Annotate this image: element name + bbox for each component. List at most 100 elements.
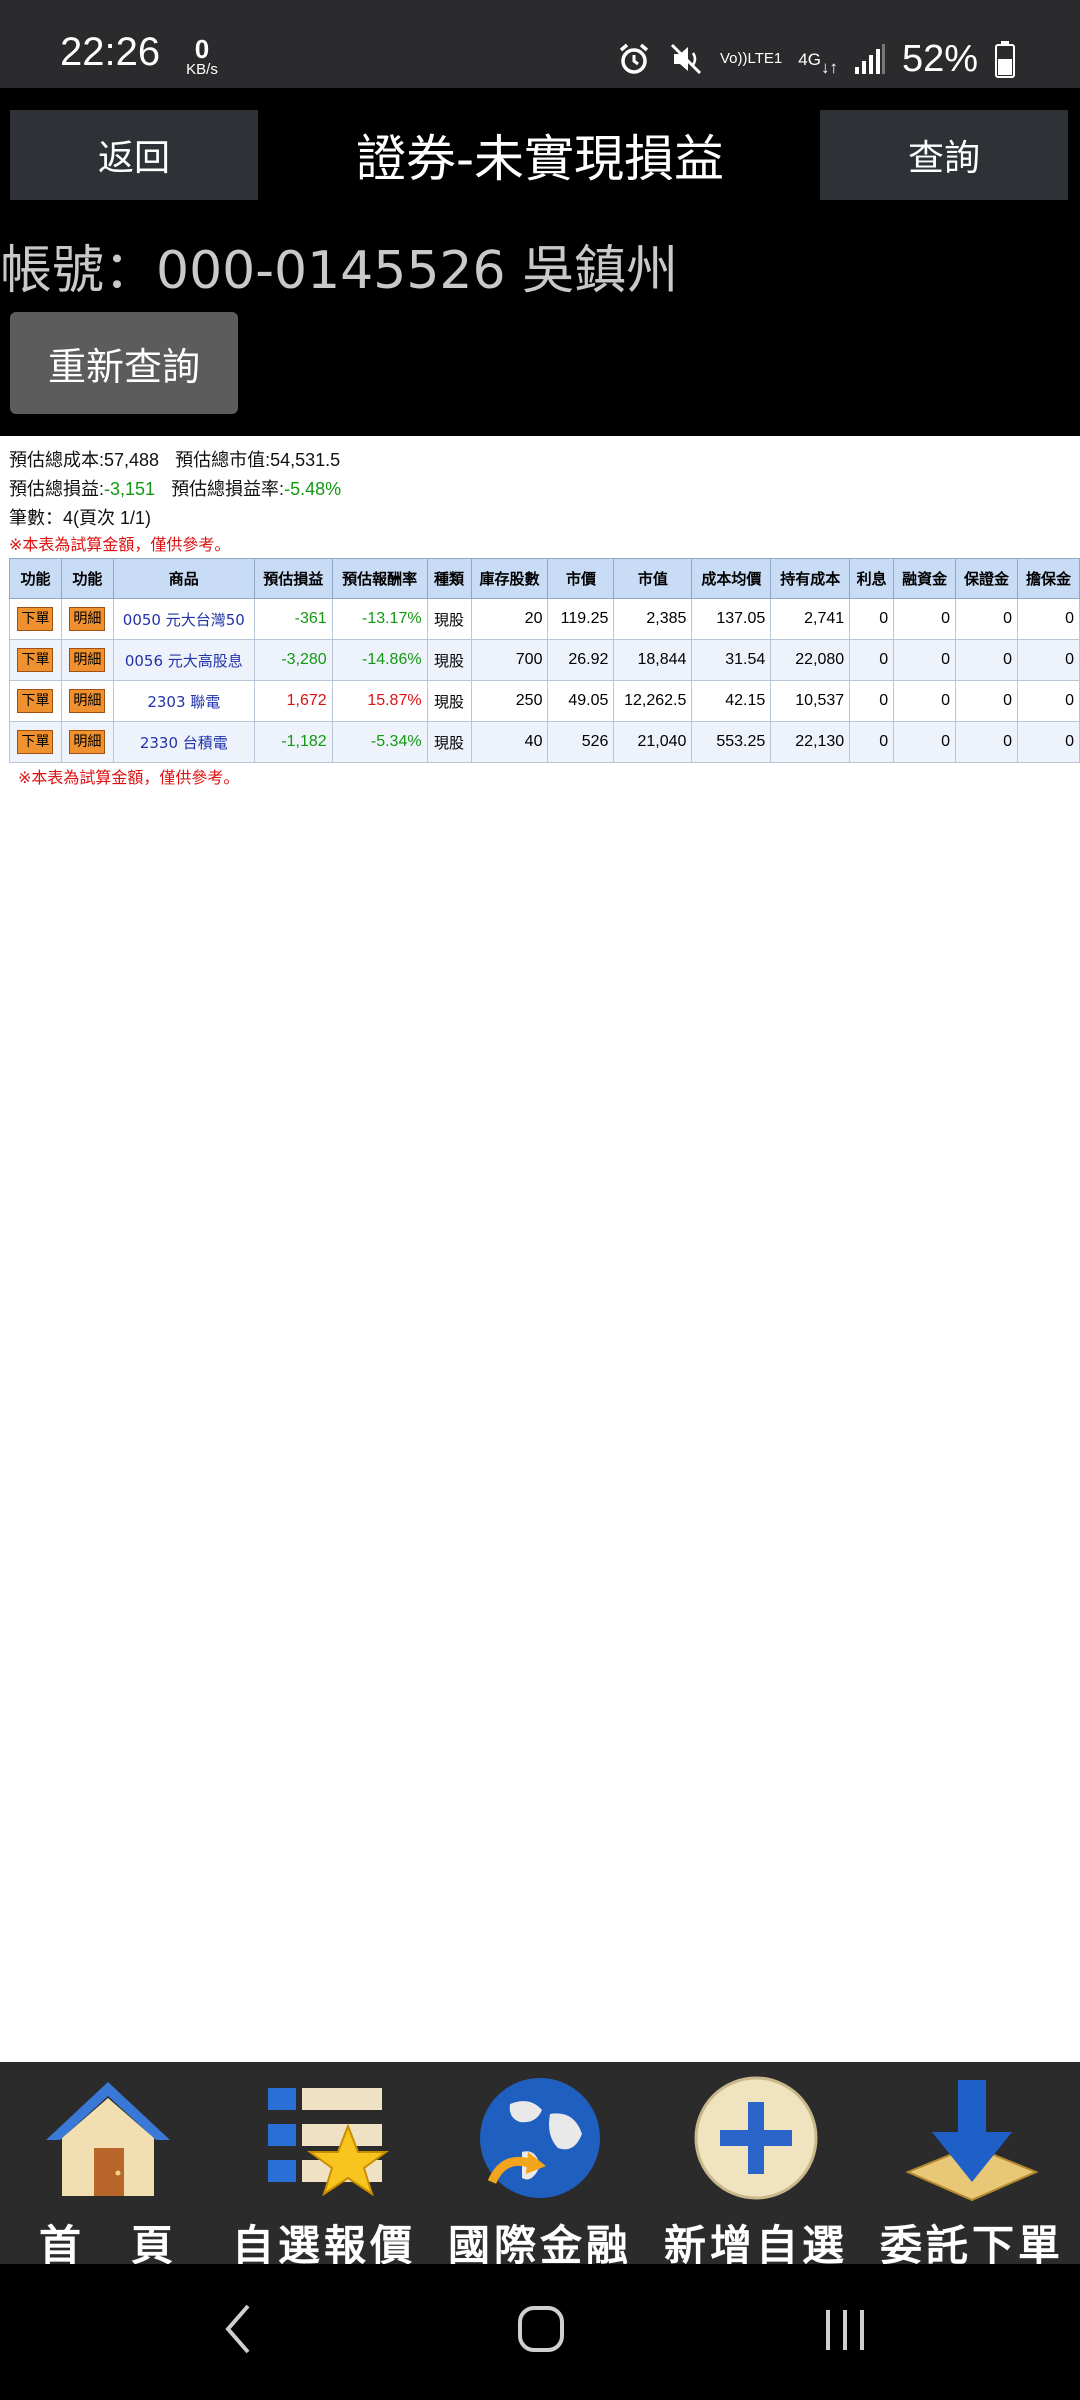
mute-icon xyxy=(668,41,704,77)
interest: 0 xyxy=(849,598,895,640)
col-header-function-1: 功能 xyxy=(9,558,62,599)
total-pnl-rate-label: 預估總損益率: xyxy=(171,479,285,499)
net-speed-unit: KB/s xyxy=(186,61,218,78)
nav-item-watchlist[interactable]: 自選報價 xyxy=(216,2062,432,2270)
col-header-market-value: 市值 xyxy=(613,558,693,599)
back-nav-icon[interactable] xyxy=(222,2302,252,2360)
total-cost-label: 預估總成本: xyxy=(9,450,105,470)
total-pnl-label: 預估總損益: xyxy=(9,479,105,499)
holding-cost: 10,537 xyxy=(770,680,851,722)
shares: 20 xyxy=(470,598,549,640)
est-pnl: 1,672 xyxy=(253,680,333,722)
detail-cell: 明細 xyxy=(60,721,114,763)
order-cell: 下單 xyxy=(9,721,62,763)
collateral: 0 xyxy=(1016,721,1080,763)
kind: 現股 xyxy=(426,680,472,722)
battery-icon xyxy=(994,40,1016,78)
holding-cost: 22,130 xyxy=(770,721,851,763)
summary-line-2: 預估總損益:-3,151 預估總損益率:-5.48% xyxy=(9,475,1080,504)
requery-button[interactable]: 重新查詢 xyxy=(10,312,238,414)
total-pnl-value: -3,151 xyxy=(104,479,156,499)
deposit: 0 xyxy=(955,639,1018,681)
nav-item-add-watchlist[interactable]: 新增自選 xyxy=(648,2062,864,2270)
collateral: 0 xyxy=(1016,598,1080,640)
back-button[interactable]: 返回 xyxy=(10,110,258,200)
detail-button[interactable]: 明細 xyxy=(69,607,106,631)
status-icons: Vo)) LTE1 4G ↓↑ 52% xyxy=(616,36,1016,82)
disclaimer-note-top: ※本表為試算金額，僅供參考。 xyxy=(9,535,231,554)
order-button[interactable]: 下單 xyxy=(17,607,54,631)
market-value: 18,844 xyxy=(613,639,693,681)
query-button[interactable]: 查詢 xyxy=(820,110,1068,200)
margin-loan: 0 xyxy=(893,680,957,722)
home-icon xyxy=(38,2074,178,2204)
deposit: 0 xyxy=(955,598,1018,640)
table-row: 下單 明細 2303 聯電 1,672 15.87% 現股 250 49.05 … xyxy=(9,680,1080,722)
product-link[interactable]: 0050 元大台灣50 xyxy=(112,598,255,640)
detail-cell: 明細 xyxy=(60,639,114,681)
home-nav-icon[interactable] xyxy=(516,2302,566,2360)
nav-item-global-finance[interactable]: 國際金融 xyxy=(432,2062,648,2270)
nav-label-place-order: 委託下單 xyxy=(879,2221,1064,2270)
order-button[interactable]: 下單 xyxy=(17,730,54,754)
price: 526 xyxy=(547,721,615,763)
detail-button[interactable]: 明細 xyxy=(69,689,106,713)
avg-cost: 42.15 xyxy=(691,680,772,722)
avg-cost: 553.25 xyxy=(691,721,772,763)
volte-indicator: Vo)) LTE1 xyxy=(720,50,782,68)
order-cell: 下單 xyxy=(9,639,62,681)
total-pnl-rate-value: -5.48% xyxy=(284,479,342,499)
collateral: 0 xyxy=(1016,639,1080,681)
nav-item-place-order[interactable]: 委託下單 xyxy=(864,2062,1080,2270)
detail-cell: 明細 xyxy=(60,598,114,640)
nav-label-home: 首 頁 xyxy=(38,2221,177,2270)
shares: 700 xyxy=(470,639,549,681)
collateral: 0 xyxy=(1016,680,1080,722)
col-header-collateral: 擔保金 xyxy=(1016,558,1080,599)
order-cell: 下單 xyxy=(9,598,62,640)
shares: 40 xyxy=(470,721,549,763)
col-header-est-return: 預估報酬率 xyxy=(331,558,428,599)
nav-item-home[interactable]: 首 頁 xyxy=(0,2062,216,2270)
price: 119.25 xyxy=(547,598,615,640)
interest: 0 xyxy=(849,680,895,722)
detail-button[interactable]: 明細 xyxy=(69,730,106,754)
col-header-product: 商品 xyxy=(112,558,255,599)
detail-cell: 明細 xyxy=(60,680,114,722)
est-pnl: -1,182 xyxy=(253,721,333,763)
margin-loan: 0 xyxy=(893,721,957,763)
kind: 現股 xyxy=(426,598,472,640)
net-speed: 0 KB/s xyxy=(172,36,232,77)
col-header-function-2: 功能 xyxy=(60,558,114,599)
margin-loan: 0 xyxy=(893,639,957,681)
positions-table: 功能 功能 商品 預估損益 預估報酬率 種類 庫存股數 市價 市值 成本均價 持… xyxy=(9,558,1080,763)
holding-cost: 2,741 xyxy=(770,598,851,640)
kind: 現股 xyxy=(426,721,472,763)
system-nav-bar xyxy=(0,2264,1080,2400)
est-return: -14.86% xyxy=(331,639,428,681)
page-title: 證券-未實現損益 xyxy=(355,130,725,188)
nav-label-watchlist: 自選報價 xyxy=(231,2221,416,2270)
total-cost-value: 57,488 xyxy=(104,450,160,470)
product-link[interactable]: 2330 台積電 xyxy=(112,721,255,763)
order-button[interactable]: 下單 xyxy=(17,689,54,713)
price: 49.05 xyxy=(547,680,615,722)
est-return: 15.87% xyxy=(331,680,428,722)
table-header-row: 功能 功能 商品 預估損益 預估報酬率 種類 庫存股數 市價 市值 成本均價 持… xyxy=(9,558,1080,599)
est-return: -13.17% xyxy=(331,598,428,640)
recents-nav-icon[interactable] xyxy=(822,2302,868,2360)
total-market-value-label: 預估總市值: xyxy=(175,450,271,470)
product-link[interactable]: 2303 聯電 xyxy=(112,680,255,722)
order-button[interactable]: 下單 xyxy=(17,648,54,672)
app-header: 返回 證券-未實現損益 查詢 帳號：000-0145526 吳鎮州 重新查詢 xyxy=(0,88,1080,436)
est-pnl: -3,280 xyxy=(253,639,333,681)
nav-label-add-watchlist: 新增自選 xyxy=(663,2221,848,2270)
detail-button[interactable]: 明細 xyxy=(69,648,106,672)
price: 26.92 xyxy=(547,639,615,681)
account-info: 帳號：000-0145526 吳鎮州 xyxy=(0,241,679,301)
market-value: 12,262.5 xyxy=(613,680,693,722)
product-link[interactable]: 0056 元大高股息 xyxy=(112,639,255,681)
bottom-nav: 首 頁 自選報價 國際金融 xyxy=(0,2062,1080,2270)
summary-line-1: 預估總成本:57,488 預估總市值:54,531.5 xyxy=(9,446,1080,475)
est-return: -5.34% xyxy=(331,721,428,763)
